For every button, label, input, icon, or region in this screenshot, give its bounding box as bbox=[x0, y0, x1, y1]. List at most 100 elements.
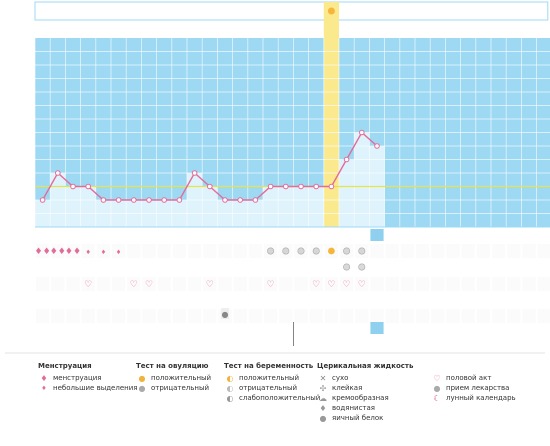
marker-cell bbox=[66, 293, 80, 307]
marker-cell bbox=[112, 244, 126, 258]
marker-cell bbox=[385, 244, 399, 258]
marker-cell bbox=[416, 260, 430, 274]
marker-cell bbox=[370, 293, 384, 307]
temperature-point bbox=[39, 197, 46, 203]
marker-cell bbox=[431, 244, 445, 258]
ovulation-test-negative-icon bbox=[267, 247, 275, 255]
marker-cell bbox=[492, 260, 506, 274]
marker-cell bbox=[400, 260, 414, 274]
legend-other: . ♡половой акт ●прием лекарства ☾лунный … bbox=[431, 362, 515, 403]
pregnancy-test-icon bbox=[343, 263, 351, 271]
marker-cell bbox=[96, 309, 110, 323]
marker-cell bbox=[279, 277, 293, 291]
marker-cell bbox=[385, 277, 399, 291]
marker-cell bbox=[203, 309, 217, 323]
marker-cell bbox=[492, 277, 506, 291]
marker-cell bbox=[522, 260, 536, 274]
marker-cell bbox=[461, 244, 475, 258]
marker-cell bbox=[248, 309, 262, 323]
legend-label: положительный bbox=[151, 374, 212, 382]
marker-cell bbox=[279, 293, 293, 307]
marker-cell bbox=[522, 277, 536, 291]
marker-cell bbox=[127, 244, 141, 258]
day-fill bbox=[80, 186, 96, 227]
spotting-icon: ♦ bbox=[101, 249, 106, 256]
marker-cell bbox=[279, 260, 293, 274]
marker-cell bbox=[537, 309, 550, 323]
marker-cell bbox=[188, 260, 202, 274]
heart-icon: ♡ bbox=[206, 280, 214, 290]
marker-cell bbox=[218, 260, 232, 274]
marker-cell bbox=[233, 309, 247, 323]
legend-label: половой акт bbox=[446, 374, 492, 382]
heart-icon: ♡ bbox=[267, 280, 275, 290]
menstruation-icon: ♦♦ bbox=[50, 247, 66, 257]
marker-cell bbox=[385, 260, 399, 274]
marker-cell bbox=[172, 293, 186, 307]
marker-cell bbox=[370, 260, 384, 274]
marker-cell bbox=[492, 293, 506, 307]
marker-cell bbox=[203, 293, 217, 307]
temperature-point bbox=[222, 197, 228, 203]
temperature-point bbox=[237, 197, 243, 203]
legend-label: яичный белок bbox=[332, 414, 384, 422]
marker-cell bbox=[294, 277, 308, 291]
current-day-highlight bbox=[370, 229, 384, 241]
temperature-point bbox=[328, 183, 335, 190]
marker-cell bbox=[36, 293, 50, 307]
spotting-icon: ♦ bbox=[116, 249, 121, 256]
marker-cell bbox=[112, 260, 126, 274]
temperature-point bbox=[359, 129, 365, 136]
ovulation-test-negative-icon bbox=[297, 247, 305, 255]
marker-cell bbox=[112, 309, 126, 323]
day-fill bbox=[293, 186, 309, 227]
temperature-point bbox=[131, 197, 137, 203]
marker-cell bbox=[188, 244, 202, 258]
temperature-point bbox=[191, 170, 198, 176]
marker-cell bbox=[476, 309, 490, 323]
marker-cell bbox=[81, 309, 95, 323]
pregnancy-test-icon bbox=[358, 263, 366, 271]
ovulation-test-negative-icon bbox=[343, 247, 351, 255]
marker-cell bbox=[385, 309, 399, 323]
marker-cell bbox=[385, 293, 399, 307]
heart-icon: ♡ bbox=[312, 280, 320, 290]
marker-cell bbox=[309, 309, 323, 323]
day-fill bbox=[339, 159, 355, 227]
legend-label: слабоположительный bbox=[239, 394, 321, 402]
marker-cell bbox=[416, 309, 430, 323]
temperature-point bbox=[313, 183, 320, 190]
marker-cell bbox=[446, 309, 460, 323]
legend-pregnancy-test: Тест на беременность ◐ положительный ◐ отр… bbox=[224, 362, 320, 403]
test-negative-icon: ◐ bbox=[226, 383, 234, 393]
marker-cell bbox=[507, 309, 521, 323]
ovulation-test-negative-icon bbox=[312, 247, 320, 255]
temperature-point bbox=[85, 183, 91, 190]
temperature-point bbox=[100, 197, 107, 203]
marker-cell bbox=[400, 309, 414, 323]
legend-label: сухо bbox=[332, 374, 349, 382]
marker-cell bbox=[81, 277, 95, 291]
ovulation-column bbox=[323, 2, 339, 227]
marker-cell bbox=[476, 244, 490, 258]
menstruation-icon: ♦♦ bbox=[35, 247, 51, 257]
marker-cell bbox=[81, 244, 95, 258]
marker-cell bbox=[431, 277, 445, 291]
marker-cell bbox=[431, 309, 445, 323]
marker-cell bbox=[233, 277, 247, 291]
marker-cell bbox=[142, 244, 156, 258]
marker-cell bbox=[248, 277, 262, 291]
marker-cell bbox=[51, 309, 65, 323]
marker-cell bbox=[264, 277, 278, 291]
day-fill bbox=[278, 186, 294, 227]
marker-cell bbox=[218, 293, 232, 307]
legend-title: Тест на овуляцию bbox=[136, 362, 209, 370]
temperature-point bbox=[252, 197, 259, 203]
marker-cell bbox=[340, 277, 354, 291]
marker-cell bbox=[36, 260, 50, 274]
marker-cell bbox=[537, 293, 550, 307]
heart-icon: ♡ bbox=[130, 280, 138, 290]
marker-cell bbox=[36, 309, 50, 323]
marker-cell bbox=[81, 293, 95, 307]
